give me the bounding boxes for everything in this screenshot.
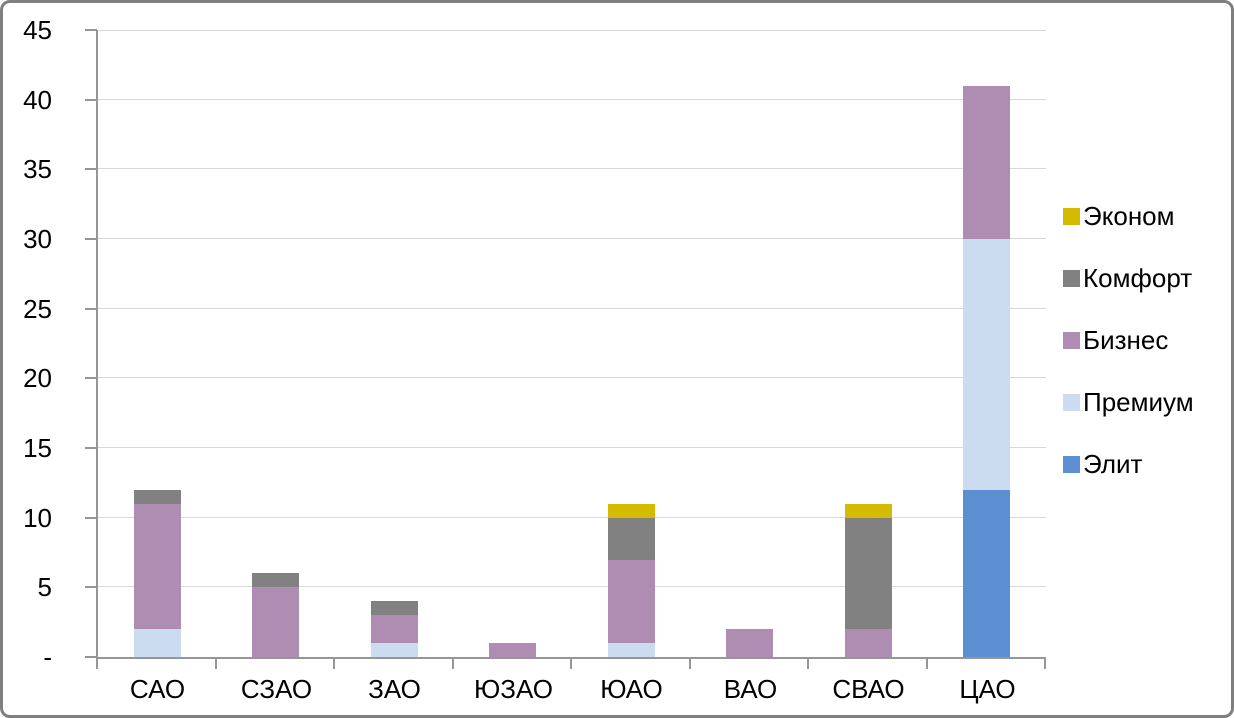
legend-entry-Элит: Элит: [1063, 450, 1194, 478]
bar-segment-Эконом: [845, 503, 892, 518]
legend-swatch-icon: [1063, 393, 1080, 411]
legend-swatch-icon: [1063, 331, 1080, 349]
legend-label: Элит: [1083, 449, 1143, 479]
y-axis-label: 45: [23, 15, 52, 45]
y-axis-label: 30: [23, 224, 52, 254]
y-axis-label: 35: [23, 154, 52, 184]
y-axis-label: 25: [23, 294, 52, 324]
gridline: [98, 447, 1046, 448]
y-axis-tick: [85, 99, 97, 101]
gridline: [98, 168, 1046, 169]
y-axis-label: 40: [23, 85, 52, 115]
x-axis-label-СВАО: СВАО: [832, 674, 905, 704]
gridline: [98, 99, 1046, 100]
bar-САО: [134, 489, 181, 657]
bar-segment-Бизнес: [252, 587, 299, 657]
x-axis-tick: [215, 657, 217, 669]
bar-segment-Комфорт: [608, 517, 655, 560]
bar-segment-Комфорт: [134, 489, 181, 504]
legend: Эконом Комфорт Бизнес Премиум Элит: [1063, 202, 1194, 478]
x-axis-label-САО: САО: [129, 674, 186, 704]
x-axis-tick: [570, 657, 572, 669]
bar-segment-Бизнес: [963, 85, 1010, 240]
y-axis-tick: [85, 377, 97, 379]
x-axis-tick: [926, 657, 928, 669]
bar-segment-Бизнес: [845, 629, 892, 657]
gridline: [98, 586, 1046, 587]
x-axis-tick: [689, 657, 691, 669]
x-axis-label-ВАО: ВАО: [723, 674, 778, 704]
bar-ВАО: [726, 629, 773, 657]
x-axis-label-ЮЗАО: ЮЗАО: [474, 674, 553, 704]
bar-segment-Премиум: [963, 239, 1010, 490]
bar-ЮЗАО: [489, 643, 536, 657]
y-axis-tick: [85, 308, 97, 310]
y-axis-label: -: [43, 642, 52, 672]
bar-ЮАО: [608, 503, 655, 657]
legend-entry-Премиум: Премиум: [1063, 388, 1194, 416]
y-axis-tick: [85, 447, 97, 449]
bar-segment-Эконом: [608, 503, 655, 518]
x-axis-tick: [452, 657, 454, 669]
x-axis-tick: [333, 657, 335, 669]
y-axis-tick: [85, 517, 97, 519]
bar-СВАО: [845, 503, 892, 657]
x-axis-label-ЗАО: ЗАО: [368, 674, 421, 704]
bar-segment-Бизнес: [371, 615, 418, 644]
y-axis-label: 5: [37, 572, 52, 602]
y-axis-tick: [85, 238, 97, 240]
legend-label: Премиум: [1083, 387, 1194, 417]
bar-СЗАО: [252, 573, 299, 657]
bar-segment-Премиум: [371, 643, 418, 657]
gridline: [98, 30, 1046, 31]
y-axis-tick: [85, 586, 97, 588]
bar-ЗАО: [371, 601, 418, 657]
legend-swatch-icon: [1063, 269, 1080, 287]
x-axis-tick: [807, 657, 809, 669]
y-axis-tick: [85, 29, 97, 31]
legend-swatch-icon: [1063, 455, 1080, 473]
legend-entry-Эконом: Эконом: [1063, 202, 1194, 230]
legend-label: Эконом: [1083, 201, 1175, 231]
x-axis-label-ЮАО: ЮАО: [600, 674, 663, 704]
y-axis-label: 20: [23, 363, 52, 393]
y-axis-label: 15: [23, 433, 52, 463]
gridline: [98, 238, 1046, 239]
y-axis-tick: [85, 168, 97, 170]
gridline: [98, 308, 1046, 309]
bar-segment-Премиум: [608, 643, 655, 657]
bar-segment-Бизнес: [134, 503, 181, 630]
bar-segment-Премиум: [134, 629, 181, 657]
gridline: [98, 377, 1046, 378]
legend-entry-Комфорт: Комфорт: [1063, 264, 1194, 292]
plot-area: [96, 30, 1046, 659]
bar-segment-Бизнес: [726, 629, 773, 657]
y-axis-tick: [85, 656, 97, 658]
x-axis-tick: [96, 657, 98, 669]
bar-segment-Комфорт: [252, 573, 299, 588]
legend-entry-Бизнес: Бизнес: [1063, 326, 1194, 354]
bar-ЦАО: [963, 85, 1010, 657]
bar-segment-Бизнес: [608, 559, 655, 644]
bar-segment-Комфорт: [845, 517, 892, 630]
legend-swatch-icon: [1063, 207, 1080, 225]
gridline: [98, 517, 1046, 518]
bar-segment-Элит: [963, 489, 1010, 657]
bar-segment-Бизнес: [489, 643, 536, 657]
y-axis-label: 10: [23, 503, 52, 533]
x-axis-tick: [1044, 657, 1046, 669]
legend-label: Комфорт: [1083, 263, 1193, 293]
bar-segment-Комфорт: [371, 601, 418, 616]
legend-label: Бизнес: [1083, 325, 1169, 355]
x-axis-label-ЦАО: ЦАО: [959, 674, 1016, 704]
x-axis-label-СЗАО: СЗАО: [240, 674, 313, 704]
